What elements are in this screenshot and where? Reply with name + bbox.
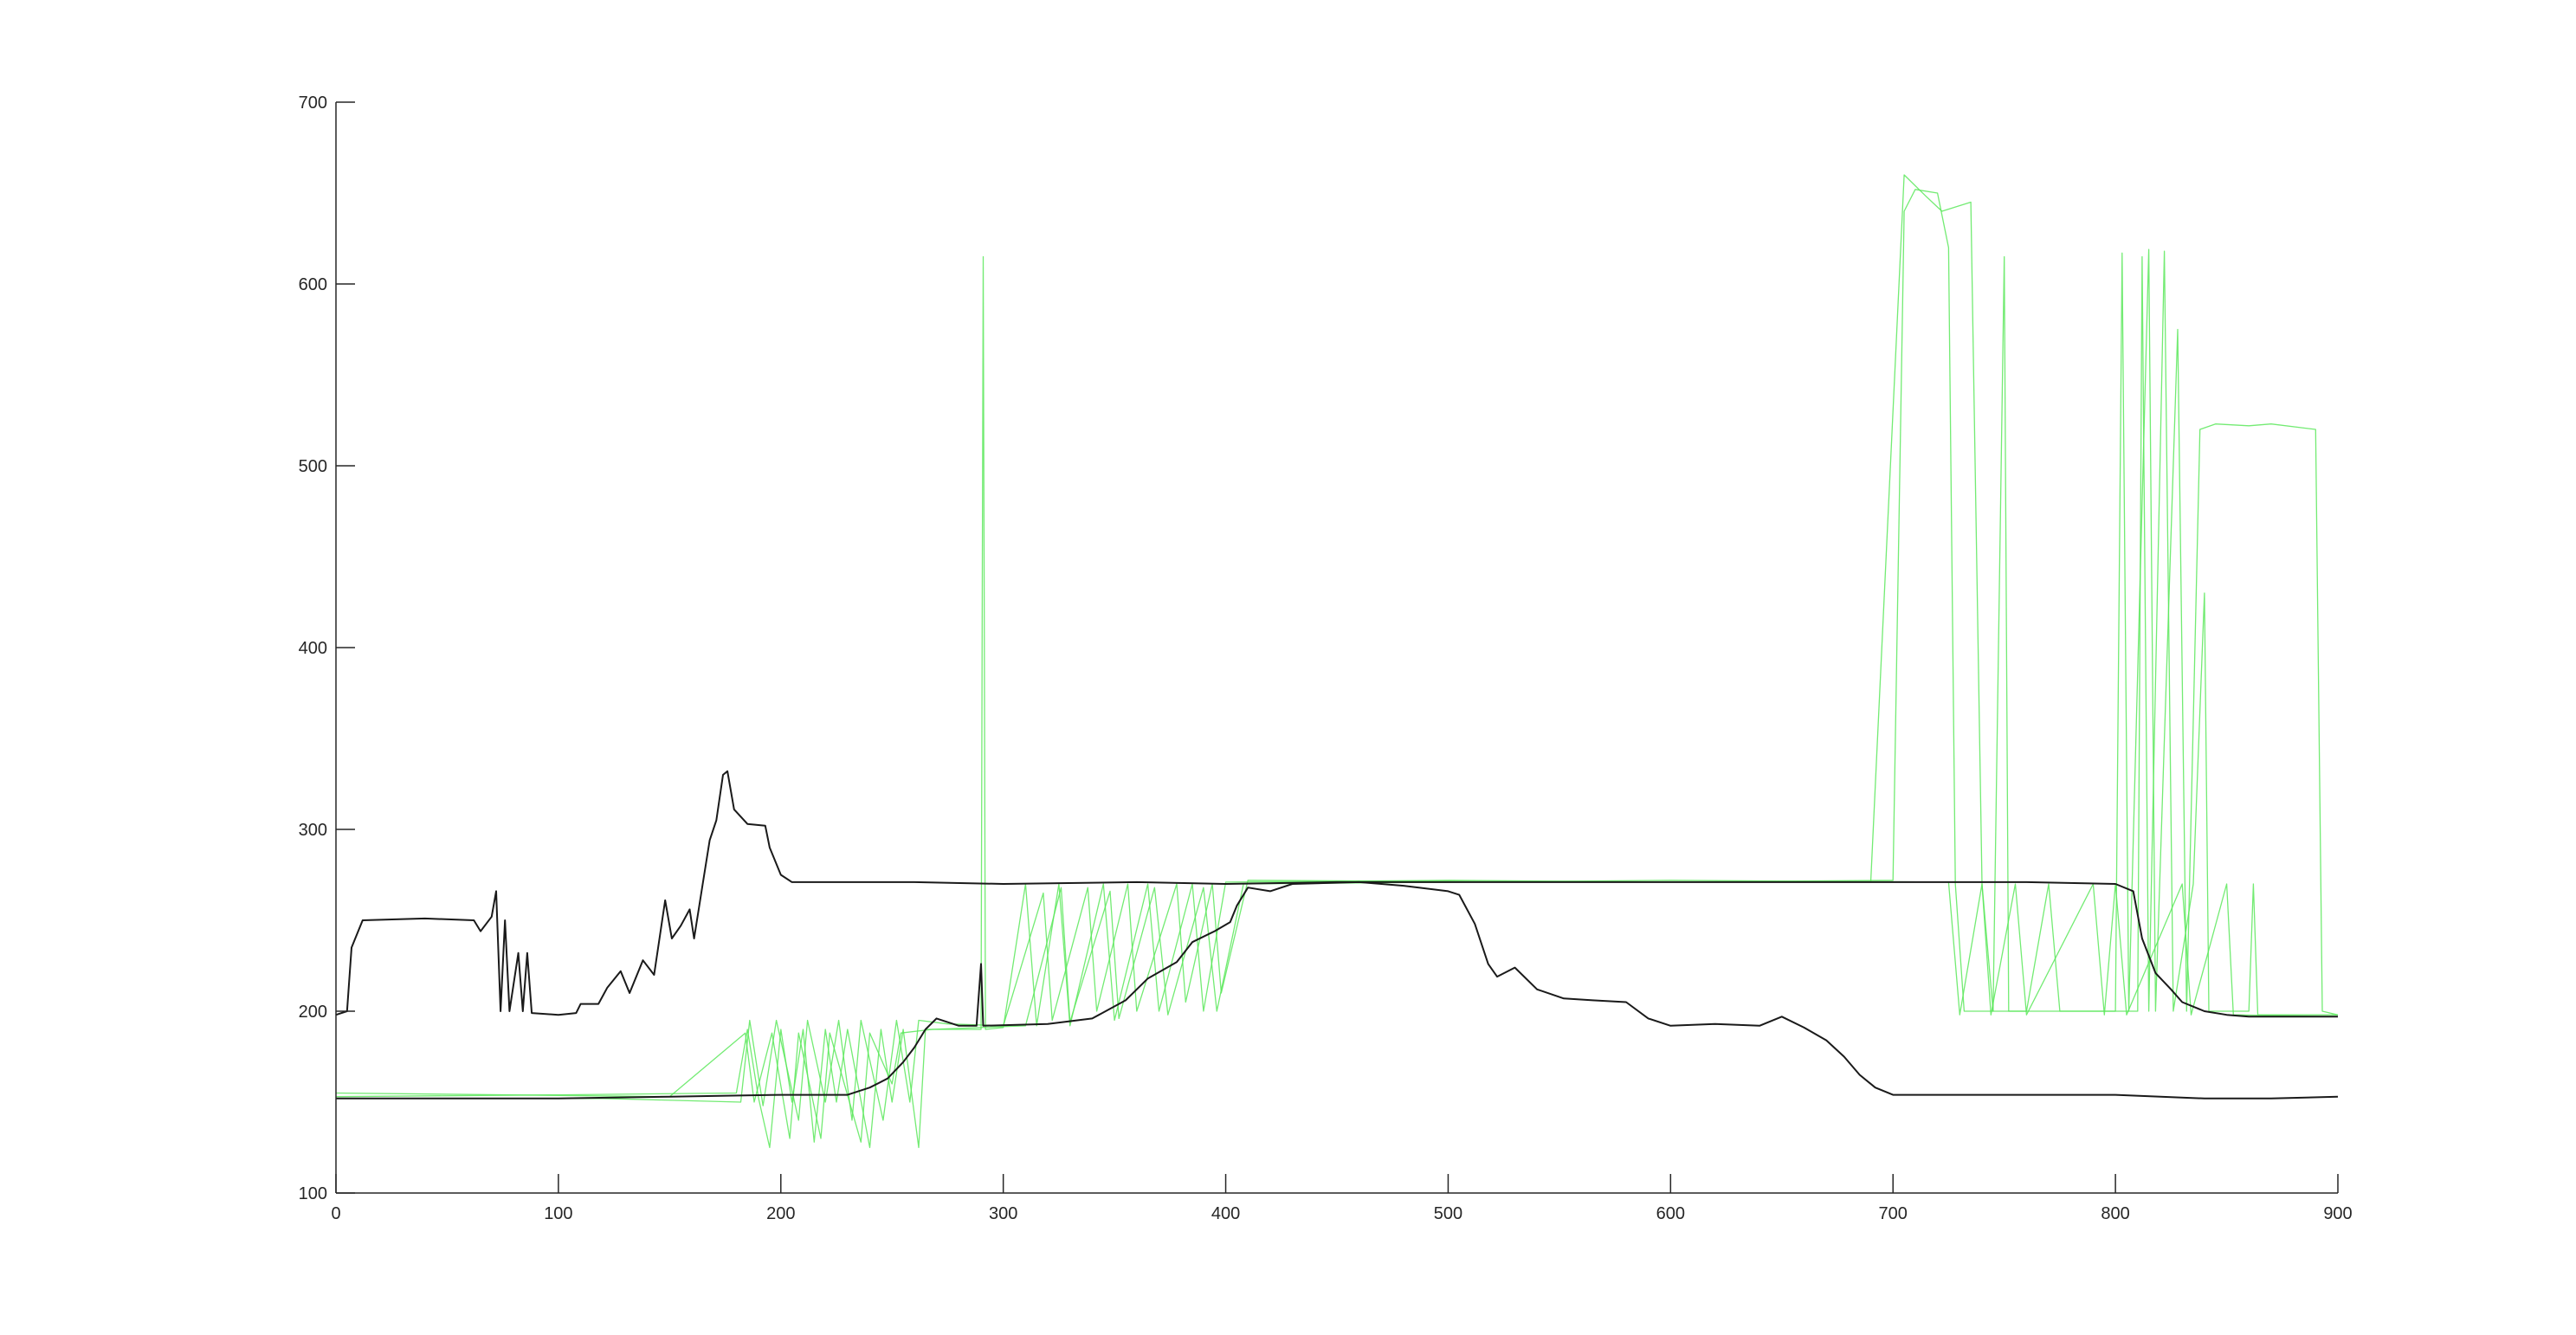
y-tick-label: 100 bbox=[299, 1184, 327, 1203]
x-ticks: 0 100 200 300 400 500 600 700 800 900 bbox=[331, 1174, 2353, 1223]
x-tick-label: 0 bbox=[331, 1204, 340, 1223]
series-3-line bbox=[335, 189, 2339, 1149]
axes: 0 100 200 300 400 500 600 700 800 900 10020030040… bbox=[299, 94, 2353, 1223]
y-tick-label: 400 bbox=[299, 639, 327, 658]
series-layer bbox=[335, 174, 2339, 1149]
x-tick-label: 400 bbox=[1211, 1204, 1240, 1223]
x-tick-label: 200 bbox=[766, 1204, 795, 1223]
series-4-line bbox=[336, 174, 2338, 1121]
y-ticks: 100 200 300 400 500 600 700 bbox=[299, 94, 355, 1203]
x-tick-label: 100 bbox=[544, 1204, 572, 1223]
y-tick-label: 500 bbox=[299, 457, 327, 476]
y-tick-label: 200 bbox=[299, 1003, 327, 1022]
y-tick-label: 300 bbox=[299, 821, 327, 840]
x-tick-label: 600 bbox=[1656, 1204, 1685, 1223]
x-tick-label: 300 bbox=[989, 1204, 1017, 1223]
x-tick-label: 900 bbox=[2323, 1204, 2352, 1223]
y-tick-label: 600 bbox=[299, 275, 327, 294]
x-tick-label: 500 bbox=[1434, 1204, 1462, 1223]
x-tick-label: 800 bbox=[2101, 1204, 2129, 1223]
series-5-line bbox=[335, 880, 2339, 1143]
series-2-line bbox=[336, 880, 2339, 1100]
x-tick-label: 700 bbox=[1879, 1204, 1908, 1223]
y-tick-label: 700 bbox=[299, 94, 327, 113]
series-1-line bbox=[335, 770, 2338, 1018]
